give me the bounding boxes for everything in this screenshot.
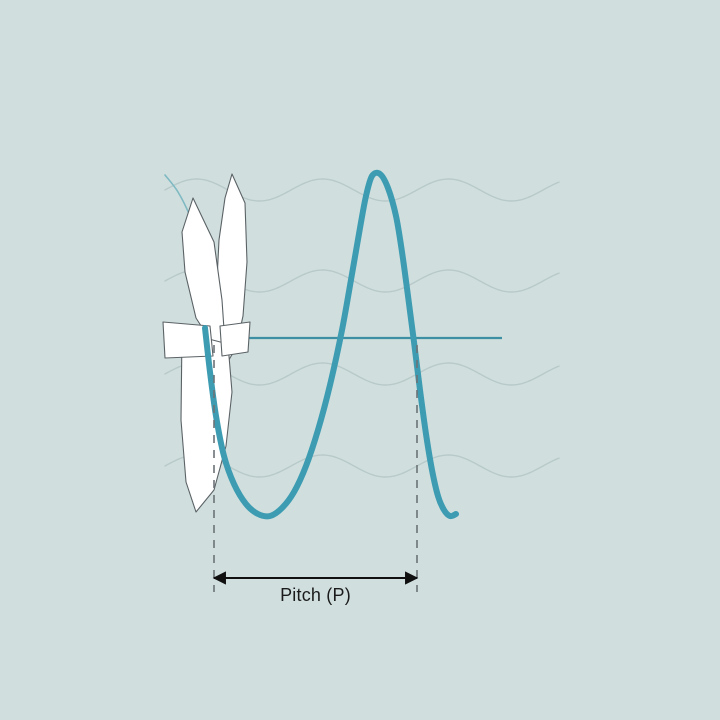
hub-left-block [162,321,214,359]
pitch-guide-group [213,345,418,592]
propeller-blade-group [162,173,251,513]
pitch-label: Pitch (P) [280,585,351,605]
blade-lower [180,331,233,513]
helix-main-group [202,169,459,520]
helix-main [202,169,459,520]
hub-right-block [219,321,251,357]
background-wave-row-4 [164,454,560,478]
pitch-label-wrapper: Pitch (P) [0,585,720,606]
